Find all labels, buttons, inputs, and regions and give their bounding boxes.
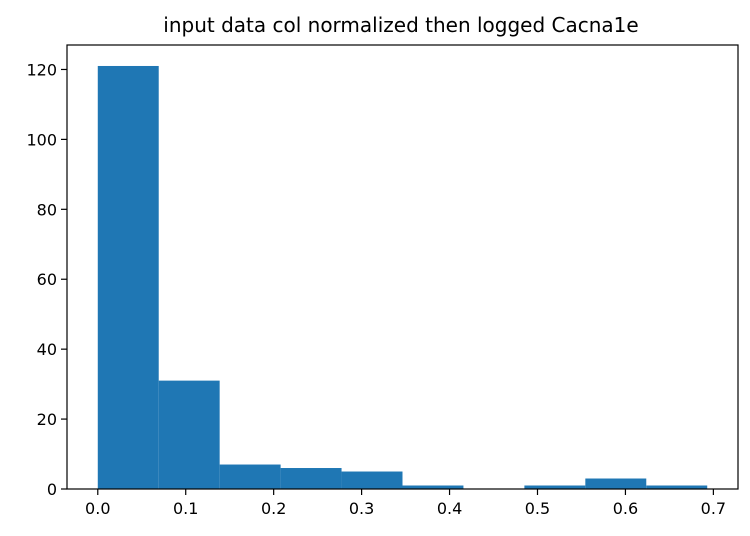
x-tick-label-2: 0.2	[261, 499, 286, 518]
histogram-bar-1	[158, 380, 220, 489]
x-tick-label-4: 0.4	[437, 499, 462, 518]
histogram-bar-2	[219, 464, 281, 489]
y-axis: 0 20 40 60 80 100 120	[26, 60, 67, 499]
x-tick-label-5: 0.5	[525, 499, 550, 518]
bars-group	[97, 65, 708, 489]
histogram-bar-9	[646, 485, 708, 489]
y-tick-label-5: 100	[26, 130, 57, 149]
x-tick-label-1: 0.1	[173, 499, 198, 518]
histogram-bar-3	[280, 468, 342, 489]
histogram-bar-7	[524, 485, 586, 489]
y-tick-label-0: 0	[47, 480, 57, 499]
chart-title: input data col normalized then logged Ca…	[163, 13, 638, 37]
x-axis: 0.0 0.1 0.2 0.3 0.4 0.5 0.6 0.7	[85, 489, 726, 518]
histogram-bar-0	[97, 65, 159, 489]
y-tick-label-2: 40	[37, 340, 57, 359]
x-tick-label-7: 0.7	[701, 499, 726, 518]
y-tick-label-3: 60	[37, 270, 57, 289]
histogram-bar-5	[402, 485, 464, 489]
plot-frame	[66, 44, 739, 490]
x-tick-label-3: 0.3	[349, 499, 374, 518]
histogram-bar-4	[341, 471, 403, 489]
histogram-bar-8	[585, 478, 647, 489]
y-tick-label-1: 20	[37, 410, 57, 429]
x-tick-label-0: 0.0	[85, 499, 110, 518]
y-tick-label-4: 80	[37, 200, 57, 219]
y-tick-label-6: 120	[26, 60, 57, 79]
x-tick-label-6: 0.6	[613, 499, 638, 518]
